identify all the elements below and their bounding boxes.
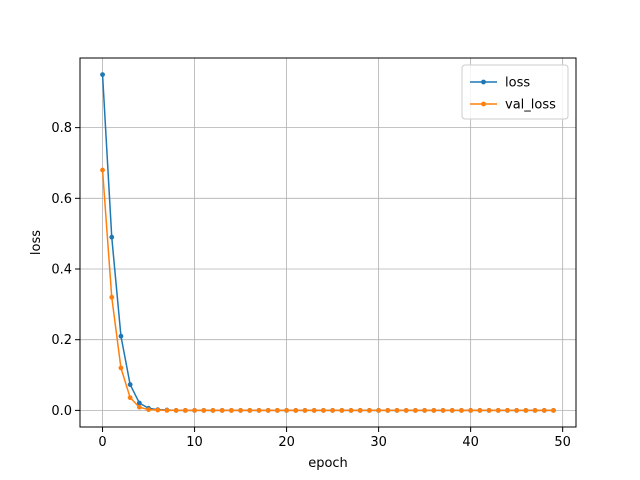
data-point-val_loss <box>431 407 437 413</box>
data-point-val_loss <box>385 407 391 413</box>
data-point-val_loss <box>228 407 234 413</box>
data-point-loss <box>136 400 142 406</box>
data-point-loss <box>100 72 105 78</box>
y-tick-label: 0.0 <box>51 404 72 419</box>
data-point-val_loss <box>551 407 556 413</box>
data-point-val_loss <box>201 407 207 413</box>
data-point-val_loss <box>459 407 464 413</box>
data-point-val_loss <box>348 407 354 413</box>
x-tick-label: 0 <box>98 435 106 450</box>
y-axis-label: loss <box>29 230 44 255</box>
y-tick-label: 0.6 <box>51 192 72 207</box>
legend-marker-val_loss <box>481 101 486 107</box>
legend-label-loss: loss <box>505 76 530 91</box>
data-point-val_loss <box>339 407 345 413</box>
data-point-val_loss <box>238 407 243 413</box>
data-point-loss <box>118 333 124 339</box>
data-point-val_loss <box>523 407 529 413</box>
data-point-val_loss <box>118 365 124 371</box>
x-tick-label: 20 <box>278 435 295 450</box>
data-point-val_loss <box>505 407 510 413</box>
data-point-val_loss <box>136 404 142 410</box>
x-tick-label: 30 <box>370 435 387 450</box>
grid <box>80 58 576 427</box>
data-point-val_loss <box>284 407 289 413</box>
data-point-val_loss <box>367 407 372 413</box>
data-point-val_loss <box>357 407 363 413</box>
data-point-val_loss <box>376 407 382 413</box>
x-tick-label: 40 <box>462 435 479 450</box>
x-axis-label: epoch <box>308 456 348 471</box>
y-tick-label: 0.8 <box>51 121 72 136</box>
data-point-val_loss <box>477 407 483 413</box>
data-point-val_loss <box>541 407 547 413</box>
data-point-val_loss <box>265 407 271 413</box>
data-point-val_loss <box>532 407 538 413</box>
data-point-loss <box>109 234 115 240</box>
data-point-val_loss <box>127 395 133 401</box>
data-point-val_loss <box>274 407 280 413</box>
data-point-val_loss <box>311 407 317 413</box>
legend-label-val_loss: val_loss <box>505 98 556 113</box>
data-point-val_loss <box>486 407 492 413</box>
data-point-val_loss <box>192 407 197 413</box>
series-val_loss <box>100 167 556 413</box>
data-point-val_loss <box>394 407 400 413</box>
x-tick-label: 50 <box>554 435 571 450</box>
data-point-val_loss <box>293 407 299 413</box>
data-point-val_loss <box>403 407 409 413</box>
data-point-val_loss <box>514 407 520 413</box>
data-point-loss <box>127 382 133 387</box>
y-tick-label: 0.2 <box>51 333 72 348</box>
legend-marker-loss <box>481 79 486 85</box>
data-point-val_loss <box>256 407 262 413</box>
ticks: 0 10 20 30 40 50 0.0 0.2 0.4 0.6 0.8 <box>51 121 571 450</box>
data-point-val_loss <box>413 407 418 413</box>
data-point-val_loss <box>468 407 474 413</box>
data-point-val_loss <box>449 407 455 413</box>
data-point-val_loss <box>173 407 179 413</box>
data-point-val_loss <box>219 407 225 413</box>
data-point-val_loss <box>100 167 105 173</box>
data-point-val_loss <box>422 407 428 413</box>
data-point-val_loss <box>330 407 336 413</box>
data-point-val_loss <box>210 407 216 413</box>
data-point-val_loss <box>495 407 501 413</box>
data-point-val_loss <box>109 294 115 300</box>
plot-frame <box>79 57 577 428</box>
data-point-val_loss <box>164 407 170 413</box>
x-tick-label: 10 <box>186 435 203 450</box>
y-tick-label: 0.4 <box>51 263 72 278</box>
legend: loss val_loss <box>461 64 569 120</box>
data-point-val_loss <box>182 407 188 413</box>
data-point-val_loss <box>247 407 253 413</box>
data-point-val_loss <box>146 407 151 413</box>
data-point-val_loss <box>155 407 161 413</box>
series-layer <box>100 72 556 413</box>
legend-box <box>461 64 569 120</box>
data-point-val_loss <box>302 407 308 413</box>
data-point-val_loss <box>440 407 446 413</box>
data-point-val_loss <box>320 407 326 413</box>
